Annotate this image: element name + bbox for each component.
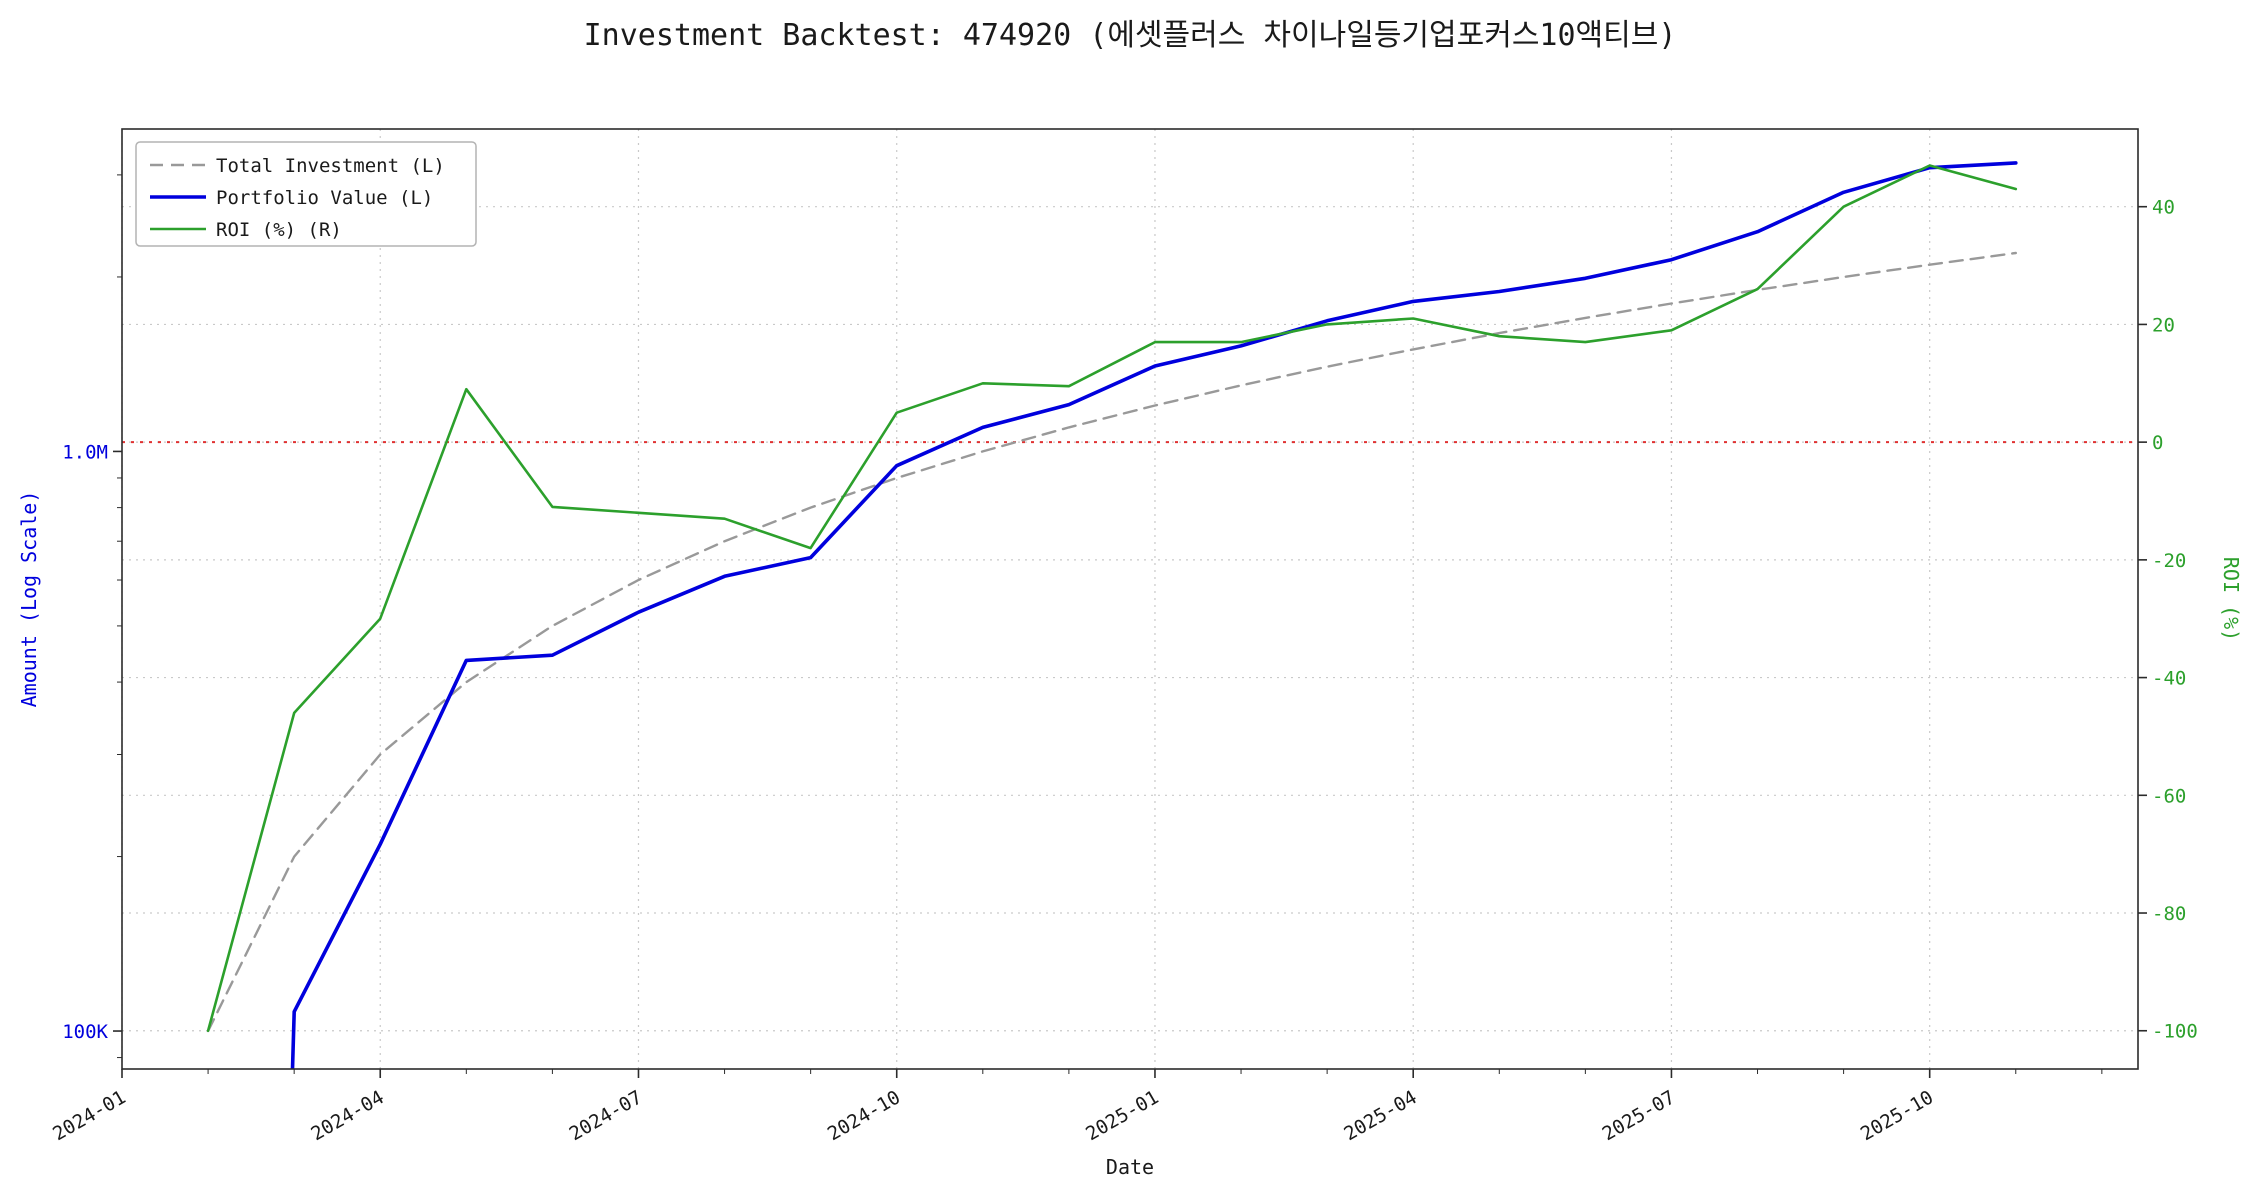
legend-entry-label: Total Investment (L) [216,155,445,177]
right-tick-label: -20 [2152,550,2186,572]
right-tick-label: -60 [2152,785,2186,807]
legend: Total Investment (L) Portfolio Value (L) R… [135,141,477,247]
right-tick-label: -40 [2152,668,2186,690]
series-portfolio-value-l [290,161,2018,1069]
plot-area: 2024-01 2024-04 2024-07 2024-10 2025-01 2025-… [49,128,2198,1145]
tick-layer: 2024-01 2024-04 2024-07 2024-10 2025-01 2025-… [49,174,2198,1145]
x-tick-label: 2024-04 [307,1086,387,1145]
x-tick-label: 2025-01 [1082,1086,1162,1145]
plot-border [121,128,2139,1070]
x-tick-label: 2025-04 [1340,1086,1420,1145]
left-y-axis-label: Amount (Log Scale) [17,491,41,708]
x-tick-label: 2024-01 [49,1086,129,1145]
legend-entry-label: Portfolio Value (L) [216,187,433,209]
x-tick-label: 2024-10 [824,1086,904,1145]
x-tick-label: 2024-07 [566,1086,646,1145]
right-y-axis-label: ROI (%) [2219,557,2243,641]
x-axis-label: Date [1106,1155,1154,1179]
series-layer [206,161,2018,1069]
left-tick-label: 100K [62,1021,108,1043]
grid-layer [121,129,2138,1069]
series-total-investment-l [206,251,2018,1033]
x-tick-label: 2025-07 [1599,1086,1679,1145]
x-tick-label: 2025-10 [1857,1086,1937,1145]
right-tick-label: -80 [2152,903,2186,925]
left-tick-label: 1.0M [62,441,108,463]
right-tick-label: 40 [2152,197,2175,219]
legend-entry-label: ROI (%) (R) [216,219,342,241]
right-tick-label: 0 [2152,432,2163,454]
legend-box [135,141,477,247]
chart-title: Investment Backtest: 474920 (에셋플러스 차이나일등… [584,18,1677,53]
series-roi-r [206,164,2018,1032]
right-tick-label: -100 [2152,1021,2198,1043]
right-tick-label: 20 [2152,314,2175,336]
